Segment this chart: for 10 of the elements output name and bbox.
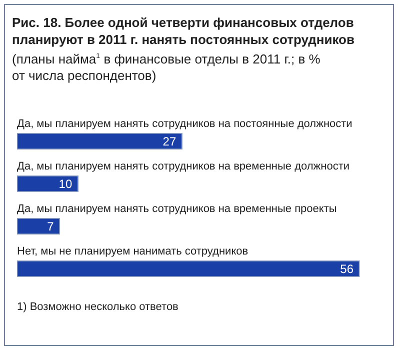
chart-subtitle: (планы найма$^{1}$ в финансовые отделы в 2011 г.; в % от числа респондентов) xyxy=(12,50,322,84)
data-label: 27 xyxy=(162,134,176,149)
data-label: 7 xyxy=(47,220,54,234)
y-tick-label: Нет, мы не планируем нанимать сотрудников xyxy=(17,245,248,258)
y-tick-label: Да, мы планируем нанять сотрудников на постоянные должности xyxy=(17,118,352,130)
data-label: 10 xyxy=(58,177,72,192)
text: 1) Возможно несколько ответов xyxy=(17,300,178,315)
data-label: 56 xyxy=(340,262,354,276)
y-tick-label: Да, мы планируем нанять сотрудников на временные должности xyxy=(17,160,350,172)
y-tick-label: Да, мы планируем нанять сотрудников на временные проекты xyxy=(17,202,337,215)
